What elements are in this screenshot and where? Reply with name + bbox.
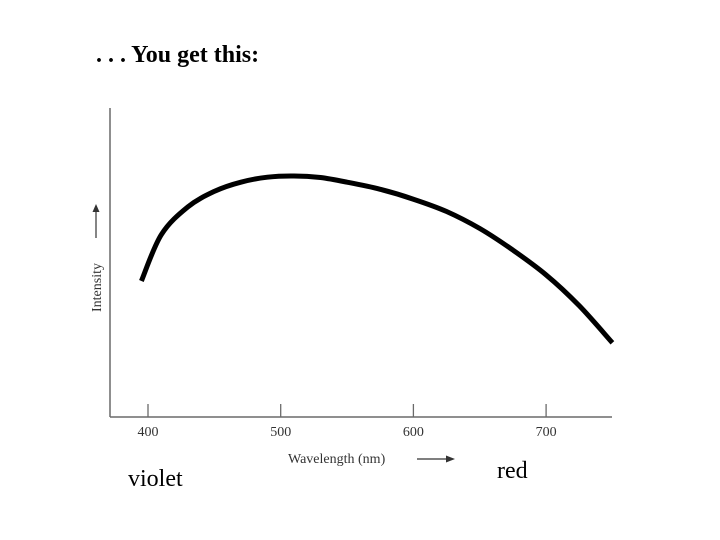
x-tick-label: 400 [138, 425, 159, 440]
x-axis-label: Wavelength (nm) [288, 452, 386, 467]
x-tick-label: 600 [403, 425, 424, 440]
x-tick-label: 500 [270, 425, 291, 440]
x-ticks: 400 500 600 700 [138, 404, 557, 440]
x-tick-label: 700 [536, 425, 557, 440]
y-axis-label-group: Intensity [90, 204, 105, 312]
violet-label: violet [128, 466, 183, 492]
x-axis-arrowhead [446, 455, 455, 463]
y-axis-arrowhead [92, 204, 100, 212]
y-axis-label: Intensity [90, 263, 105, 312]
red-label: red [497, 458, 528, 484]
axes [109, 108, 612, 418]
x-axis-label-group: Wavelength (nm) [288, 452, 455, 467]
slide-title: . . . You get this: [96, 42, 260, 68]
intensity-curve [139, 173, 615, 345]
